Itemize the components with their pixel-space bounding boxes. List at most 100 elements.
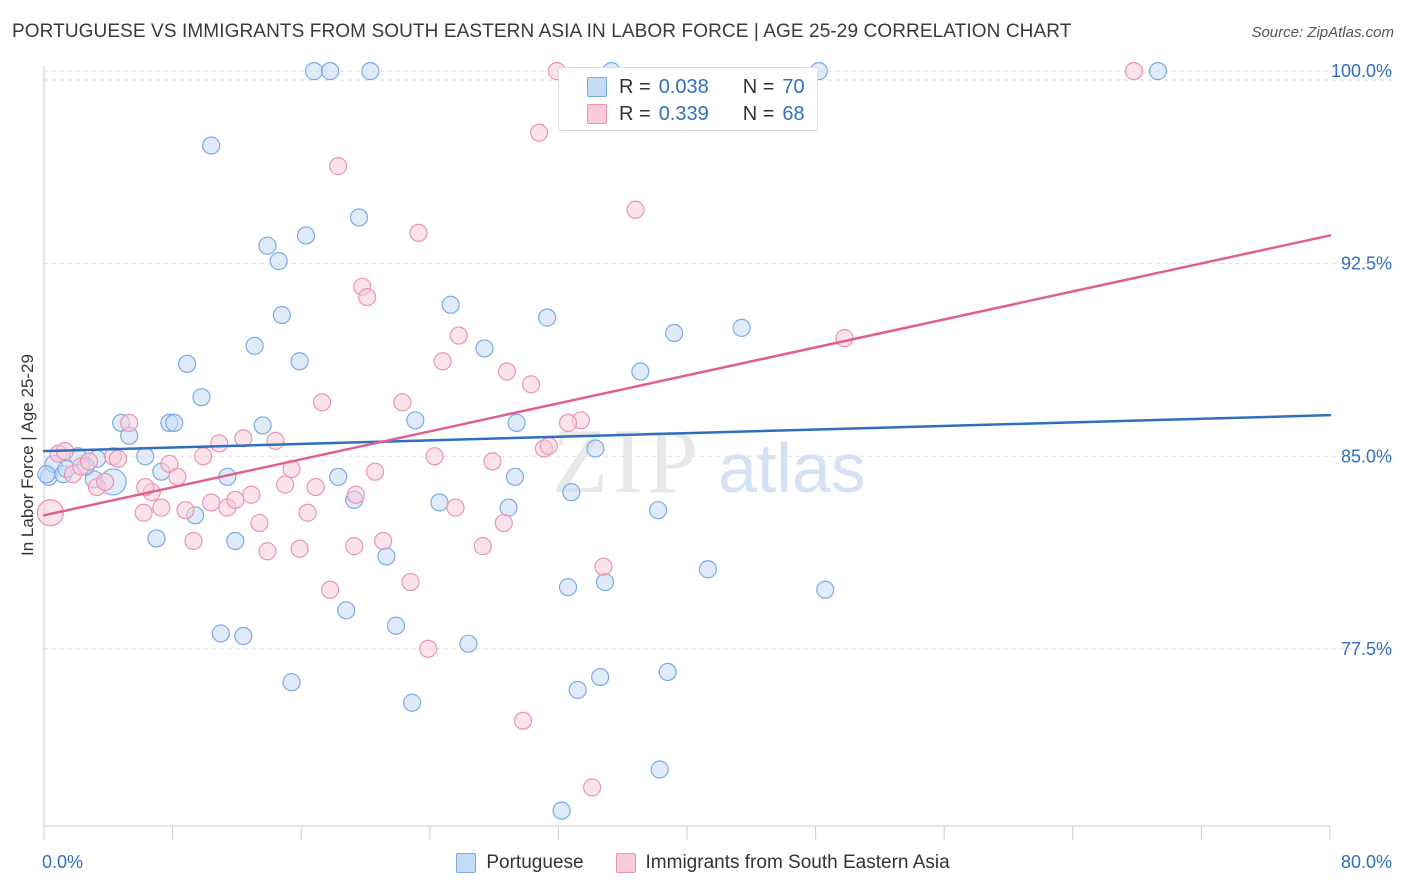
data-point bbox=[425, 447, 444, 466]
data-point bbox=[568, 680, 587, 700]
data-point bbox=[346, 485, 365, 504]
data-point bbox=[152, 498, 171, 517]
grid-lines bbox=[44, 70, 1392, 650]
data-point bbox=[552, 801, 571, 820]
data-point bbox=[108, 449, 128, 468]
legend-n-label: N = bbox=[742, 102, 775, 125]
data-point bbox=[337, 601, 356, 620]
data-point bbox=[409, 223, 428, 242]
data-point bbox=[329, 157, 348, 176]
legend-row-portuguese: R = 0.038 N = 70 bbox=[587, 75, 805, 99]
data-point bbox=[321, 62, 340, 81]
data-point bbox=[234, 626, 253, 646]
data-point bbox=[473, 537, 492, 556]
axes bbox=[43, 66, 1331, 840]
data-point bbox=[210, 434, 229, 453]
source-credit: Source: ZipAtlas.com bbox=[1251, 24, 1394, 41]
data-point bbox=[835, 329, 854, 348]
data-point bbox=[312, 393, 332, 412]
data-point bbox=[658, 662, 677, 682]
data-point bbox=[329, 467, 348, 486]
data-point bbox=[226, 490, 245, 510]
data-point bbox=[226, 531, 245, 551]
data-point bbox=[497, 362, 517, 381]
data-point bbox=[258, 542, 277, 561]
data-point bbox=[290, 539, 309, 558]
data-point bbox=[168, 467, 187, 486]
legend-swatch-portuguese bbox=[587, 77, 607, 97]
data-point bbox=[211, 624, 230, 643]
data-point bbox=[134, 503, 153, 522]
data-point bbox=[631, 362, 650, 381]
legend-item-portuguese: Portuguese bbox=[456, 852, 584, 874]
data-point bbox=[521, 375, 541, 394]
legend-item-immigrants: Immigrants from South Eastern Asia bbox=[615, 852, 950, 874]
data-point bbox=[1124, 62, 1143, 81]
data-point bbox=[386, 616, 406, 635]
data-point bbox=[177, 354, 197, 373]
data-point bbox=[507, 413, 526, 432]
trend-lines bbox=[42, 234, 1332, 517]
data-point bbox=[494, 513, 513, 533]
data-point bbox=[266, 431, 285, 450]
data-point bbox=[594, 557, 613, 576]
legend-swatch-immigrants bbox=[587, 104, 607, 124]
data-point bbox=[538, 308, 557, 327]
data-point bbox=[176, 501, 195, 520]
x-tick-label-min: 0.0% bbox=[42, 852, 84, 872]
data-point bbox=[530, 123, 549, 142]
data-point bbox=[95, 472, 115, 492]
data-point bbox=[430, 493, 449, 512]
data-point bbox=[184, 531, 203, 551]
legend-swatch-portuguese bbox=[456, 853, 477, 873]
data-point bbox=[475, 339, 494, 358]
data-point bbox=[446, 498, 465, 517]
data-point bbox=[194, 447, 213, 466]
series-legend: Portuguese Immigrants from South Eastern… bbox=[0, 852, 1406, 874]
y-tick-label: 100.0% bbox=[1331, 61, 1392, 81]
data-point bbox=[1148, 62, 1168, 81]
data-point bbox=[732, 318, 751, 337]
legend-n-value: 68 bbox=[782, 102, 805, 125]
watermark: ZIP atlas bbox=[552, 410, 866, 512]
data-point bbox=[282, 673, 301, 692]
data-point bbox=[419, 639, 438, 658]
data-point bbox=[306, 477, 325, 497]
legend-n-value: 70 bbox=[782, 75, 805, 98]
data-point bbox=[304, 62, 324, 81]
trend-line bbox=[42, 234, 1332, 517]
data-point bbox=[258, 236, 277, 255]
data-point bbox=[202, 136, 221, 155]
data-point bbox=[165, 413, 184, 432]
legend-r-label: R = bbox=[619, 102, 651, 125]
legend-swatch-immigrants bbox=[615, 853, 636, 873]
data-point bbox=[269, 252, 288, 271]
series-immigrants-points bbox=[36, 62, 1143, 797]
y-tick-labels: 77.5% 85.0% 92.5% 100.0% bbox=[1331, 61, 1392, 659]
data-point bbox=[648, 501, 668, 520]
chart-title: PORTUGUESE VS IMMIGRANTS FROM SOUTH EAST… bbox=[12, 21, 1072, 42]
data-point bbox=[558, 413, 578, 432]
data-point bbox=[136, 447, 155, 466]
data-point bbox=[591, 667, 610, 687]
data-point bbox=[393, 393, 412, 412]
data-point bbox=[345, 537, 364, 556]
data-point bbox=[250, 513, 269, 533]
data-point bbox=[816, 580, 835, 599]
data-point bbox=[499, 498, 518, 517]
data-point bbox=[665, 323, 684, 343]
data-point bbox=[374, 531, 393, 551]
y-tick-label: 92.5% bbox=[1341, 254, 1392, 274]
y-tick-label: 85.0% bbox=[1341, 446, 1392, 466]
data-point bbox=[358, 287, 377, 307]
data-point bbox=[245, 336, 264, 355]
data-point bbox=[120, 413, 139, 432]
data-point bbox=[586, 439, 605, 458]
data-point bbox=[406, 411, 425, 430]
data-point bbox=[505, 467, 525, 486]
data-point bbox=[37, 465, 56, 484]
data-point bbox=[650, 760, 669, 779]
data-point bbox=[513, 711, 533, 730]
data-point bbox=[298, 503, 317, 522]
